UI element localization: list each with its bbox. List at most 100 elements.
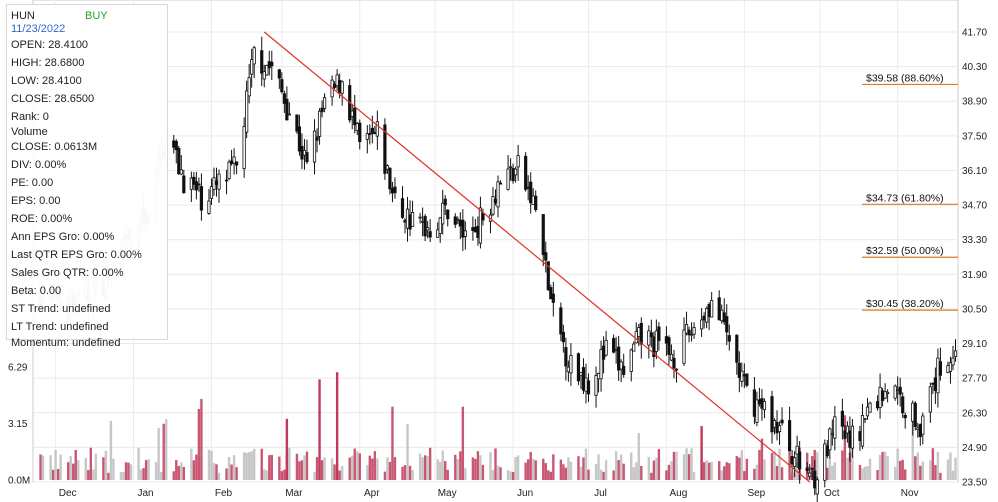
volume-bar	[904, 469, 907, 480]
volume-bar	[315, 457, 319, 480]
volume-bar	[51, 469, 55, 480]
candle-body	[312, 130, 317, 163]
volume-bar	[476, 451, 480, 480]
candle-body	[373, 132, 377, 135]
volume-bar	[650, 472, 653, 480]
price-tick-label: 31.90	[962, 270, 987, 281]
month-label: Mar	[285, 488, 303, 499]
candle-body	[795, 445, 799, 455]
volume-bar	[758, 449, 761, 480]
volume-bar	[687, 454, 691, 480]
volume-bar	[180, 462, 183, 480]
volume-bar	[122, 471, 125, 480]
volume-bar	[165, 419, 168, 480]
volume-bar	[278, 456, 281, 480]
fib-level-label: $30.45 (38.20%)	[866, 298, 944, 310]
volume-bar	[340, 465, 344, 480]
candle-body	[672, 357, 676, 369]
volume-bar	[743, 471, 746, 480]
candle-body	[936, 357, 940, 394]
candle-body	[443, 198, 447, 206]
candle-body	[541, 214, 545, 256]
candle-body	[229, 160, 234, 165]
candle-body	[669, 353, 674, 361]
candle-body	[393, 186, 397, 194]
volume-bar	[182, 466, 186, 480]
candle-body	[599, 349, 603, 380]
volume-bar	[300, 460, 304, 480]
candle-body	[840, 410, 844, 427]
candle-body	[828, 428, 832, 451]
volume-bar	[630, 452, 633, 480]
volume-axis: 6.29 3.15 0.0M	[8, 363, 30, 487]
volume-bar	[725, 462, 728, 480]
volume-bar	[692, 472, 696, 480]
volume-bar	[49, 455, 52, 480]
candle-body	[426, 227, 430, 231]
info-line: HIGH: 28.6800	[11, 57, 85, 69]
candle-body	[197, 183, 201, 186]
volume-bar	[459, 451, 462, 480]
volume-bar	[954, 457, 957, 480]
volume-bar	[124, 462, 128, 480]
volume-bar	[584, 448, 588, 480]
candle-body	[755, 399, 759, 423]
candle-body	[893, 385, 897, 399]
volume-bar	[268, 455, 271, 480]
volume-bar	[230, 464, 233, 480]
info-line: Momentum: undefined	[11, 337, 121, 349]
volume-bar	[816, 452, 819, 480]
volume-bar	[285, 418, 289, 480]
candle-body	[780, 419, 784, 424]
candle-body	[262, 71, 266, 80]
volume-bar	[66, 462, 70, 480]
fibonacci-levels: $39.58 (88.60%) $34.73 (61.80%) $32.59 (50…	[862, 72, 958, 311]
candle-body	[421, 220, 425, 223]
candle-body	[506, 168, 510, 190]
volume-bar	[265, 470, 268, 480]
volume-bar	[418, 453, 422, 480]
volume-bar	[403, 465, 407, 480]
volume-bar	[710, 461, 713, 480]
candle-body	[481, 212, 485, 221]
fib-level-label: $39.58 (88.60%)	[866, 72, 944, 84]
candle-body	[549, 287, 553, 300]
volume-bar	[866, 466, 869, 480]
volume-bar	[84, 458, 87, 480]
candle-body	[612, 338, 616, 353]
volume-bar	[745, 458, 749, 480]
volume-bar	[511, 471, 515, 480]
candle-body	[370, 127, 374, 134]
volume-bar	[260, 448, 263, 480]
candle-body	[534, 195, 538, 210]
volume-bar	[335, 372, 339, 480]
candle-body	[720, 309, 724, 322]
volume-bar	[898, 460, 902, 480]
volume-bar	[333, 464, 336, 480]
volume-bar	[728, 463, 731, 480]
volume-bar	[172, 471, 175, 480]
volume-bar	[489, 452, 492, 480]
volume-bar	[348, 457, 351, 480]
volume-bar	[655, 457, 658, 480]
info-line: Volume	[11, 126, 48, 138]
month-label: Feb	[215, 488, 233, 499]
signal-label: BUY	[85, 10, 108, 22]
candle-body	[418, 216, 422, 219]
candle-body	[760, 398, 764, 409]
price-tick-label: 40.30	[962, 62, 987, 73]
candle-body	[405, 208, 410, 229]
candle-body	[207, 200, 211, 214]
volume-bar	[931, 448, 935, 480]
candle-body	[745, 373, 749, 386]
price-tick-label: 24.90	[962, 443, 987, 454]
volume-bar	[305, 451, 309, 480]
volume-bar	[773, 451, 776, 480]
candle-body	[458, 219, 462, 227]
candle-body	[883, 391, 887, 399]
volume-bar	[323, 457, 326, 480]
candle-body	[830, 432, 834, 435]
volume-bar	[92, 469, 95, 480]
candle-body	[702, 315, 706, 321]
candle-body	[463, 230, 467, 237]
